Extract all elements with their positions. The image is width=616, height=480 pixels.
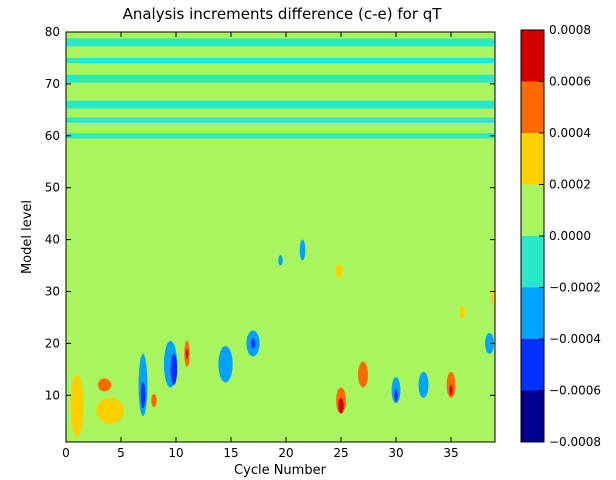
colorbar-tick-label: 0.0004 bbox=[549, 126, 591, 140]
colorbar-tick-label: 0.0006 bbox=[549, 75, 591, 89]
y-axis: 10 20 30 40 50 60 70 80 bbox=[45, 25, 495, 402]
x-tick-label: 35 bbox=[443, 446, 458, 460]
y-tick-label: 80 bbox=[45, 25, 60, 39]
contour-region bbox=[459, 305, 465, 319]
y-axis-label: Model level bbox=[20, 200, 35, 274]
y-tick-label: 30 bbox=[45, 284, 60, 298]
contour-fill bbox=[66, 38, 495, 437]
contour-region bbox=[218, 345, 233, 383]
colorbar-segment bbox=[521, 339, 544, 391]
colorbar-segment bbox=[521, 30, 544, 82]
plot-frame bbox=[65, 31, 496, 443]
contour-region bbox=[490, 288, 495, 305]
y-tick-label: 60 bbox=[45, 129, 60, 143]
y-tick-label: 50 bbox=[45, 181, 60, 195]
x-tick-label: 10 bbox=[168, 446, 183, 460]
contour-region bbox=[338, 397, 344, 414]
colorbar-segment bbox=[521, 184, 544, 236]
x-tick-label: 30 bbox=[388, 446, 403, 460]
contour-region bbox=[394, 388, 398, 402]
colorbar-tick-label: 0.0002 bbox=[549, 178, 591, 192]
colorbar-tick-label: −0.0006 bbox=[549, 384, 601, 398]
contour-region bbox=[140, 382, 146, 409]
contour-region bbox=[299, 239, 306, 261]
contour-region bbox=[250, 338, 256, 349]
contour-region bbox=[485, 333, 494, 354]
colorbar-segment bbox=[521, 133, 544, 185]
contour-region bbox=[97, 378, 112, 392]
contour-region bbox=[151, 393, 157, 407]
contour-region bbox=[70, 374, 84, 437]
x-tick-label: 25 bbox=[333, 446, 348, 460]
contour-region bbox=[334, 264, 343, 278]
plot-background bbox=[66, 32, 495, 442]
colorbar-tick-label: −0.0008 bbox=[549, 435, 601, 449]
colorbar-segment bbox=[521, 287, 544, 339]
x-tick-label: 20 bbox=[278, 446, 293, 460]
y-tick-label: 40 bbox=[45, 233, 60, 247]
contour-region bbox=[418, 371, 429, 398]
plot-area bbox=[65, 31, 496, 443]
colorbar: −0.0008 −0.0006 −0.0004 −0.0002 0.0000 0.0002… bbox=[520, 23, 601, 449]
y-tick-label: 20 bbox=[45, 336, 60, 350]
contour-region bbox=[185, 348, 189, 359]
contour-band bbox=[66, 74, 495, 83]
contour-band bbox=[66, 100, 495, 109]
x-tick-label: 5 bbox=[117, 446, 125, 460]
chart-title: Analysis increments difference (c-e) for… bbox=[123, 5, 443, 23]
colorbar-tick-label: −0.0004 bbox=[549, 332, 601, 346]
contour-region bbox=[96, 397, 124, 424]
contour-region bbox=[278, 255, 283, 266]
y-tick-label: 70 bbox=[45, 77, 60, 91]
contour-region bbox=[449, 384, 453, 396]
contour-region bbox=[358, 361, 368, 388]
colorbar-segment bbox=[521, 236, 544, 288]
contour-band bbox=[66, 117, 495, 123]
x-tick-label: 0 bbox=[62, 446, 70, 460]
colorbar-tick-label: 0.0008 bbox=[549, 23, 591, 37]
colorbar-tick-label: 0.0000 bbox=[549, 229, 591, 243]
y-tick-label: 10 bbox=[45, 388, 60, 402]
colorbar-tick-label: −0.0002 bbox=[549, 281, 601, 295]
x-axis: 0 5 10 15 20 25 30 35 bbox=[62, 32, 459, 460]
contour-region bbox=[170, 353, 178, 385]
colorbar-segment bbox=[521, 81, 544, 133]
colorbar-segment bbox=[521, 390, 544, 442]
x-axis-label: Cycle Number bbox=[234, 463, 327, 478]
contour-band bbox=[66, 38, 495, 47]
contour-band bbox=[66, 57, 495, 64]
contour-band bbox=[66, 133, 495, 139]
x-tick-label: 15 bbox=[223, 446, 238, 460]
